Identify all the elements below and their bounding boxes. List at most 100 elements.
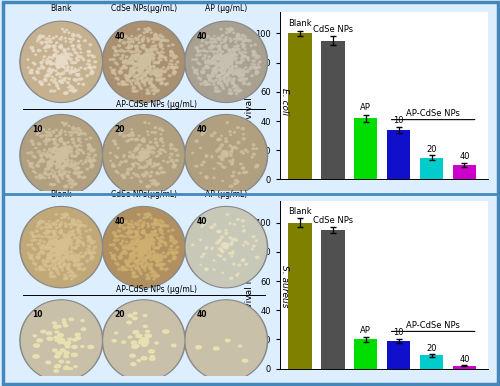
Ellipse shape (204, 81, 207, 83)
Ellipse shape (144, 325, 148, 327)
Ellipse shape (58, 157, 59, 158)
Ellipse shape (50, 183, 52, 185)
Ellipse shape (226, 60, 228, 62)
Ellipse shape (242, 81, 246, 83)
Ellipse shape (160, 81, 163, 83)
Ellipse shape (135, 148, 138, 151)
Ellipse shape (132, 257, 134, 259)
Ellipse shape (54, 240, 56, 242)
Ellipse shape (68, 272, 69, 273)
Ellipse shape (64, 324, 68, 327)
Ellipse shape (88, 60, 90, 62)
Ellipse shape (176, 154, 179, 156)
Ellipse shape (221, 66, 224, 68)
Ellipse shape (56, 168, 58, 169)
Ellipse shape (211, 247, 213, 249)
Ellipse shape (194, 58, 198, 61)
Ellipse shape (70, 147, 73, 149)
Ellipse shape (142, 230, 144, 231)
Ellipse shape (59, 131, 62, 134)
Ellipse shape (69, 368, 72, 369)
Ellipse shape (42, 160, 45, 163)
Ellipse shape (136, 334, 142, 338)
Ellipse shape (76, 73, 78, 76)
Ellipse shape (252, 144, 255, 146)
Ellipse shape (58, 249, 59, 250)
Ellipse shape (124, 61, 126, 63)
Ellipse shape (56, 246, 58, 247)
Ellipse shape (46, 152, 48, 153)
Ellipse shape (52, 222, 54, 224)
Ellipse shape (226, 66, 228, 67)
Ellipse shape (62, 178, 64, 179)
Ellipse shape (138, 227, 140, 229)
Ellipse shape (145, 58, 148, 60)
Ellipse shape (74, 168, 77, 171)
Ellipse shape (58, 341, 62, 344)
Ellipse shape (226, 245, 228, 247)
Ellipse shape (135, 268, 138, 270)
Ellipse shape (68, 259, 70, 261)
Ellipse shape (72, 345, 77, 349)
Ellipse shape (242, 359, 248, 362)
Ellipse shape (54, 54, 57, 55)
Ellipse shape (60, 60, 63, 62)
Ellipse shape (226, 72, 230, 74)
Ellipse shape (136, 244, 139, 246)
Ellipse shape (210, 61, 214, 63)
Ellipse shape (225, 65, 228, 68)
Ellipse shape (240, 52, 243, 54)
Ellipse shape (254, 57, 256, 58)
Ellipse shape (129, 244, 131, 245)
Ellipse shape (56, 56, 59, 58)
Ellipse shape (142, 246, 144, 247)
Ellipse shape (62, 250, 65, 251)
Ellipse shape (219, 68, 222, 71)
Ellipse shape (142, 246, 144, 247)
Ellipse shape (153, 93, 155, 95)
Ellipse shape (56, 157, 58, 159)
Ellipse shape (228, 56, 230, 58)
Ellipse shape (252, 60, 256, 62)
Ellipse shape (40, 63, 42, 64)
Ellipse shape (123, 269, 126, 271)
Ellipse shape (141, 61, 143, 63)
Ellipse shape (224, 246, 226, 248)
Ellipse shape (141, 248, 144, 251)
Ellipse shape (118, 173, 119, 174)
Ellipse shape (217, 230, 220, 232)
Ellipse shape (40, 252, 42, 253)
Ellipse shape (131, 341, 136, 344)
Ellipse shape (60, 246, 62, 247)
Ellipse shape (20, 207, 103, 288)
Ellipse shape (43, 241, 46, 243)
Ellipse shape (214, 347, 219, 350)
Ellipse shape (140, 62, 142, 64)
Ellipse shape (123, 156, 124, 157)
Ellipse shape (254, 72, 258, 75)
Ellipse shape (62, 247, 64, 249)
Ellipse shape (48, 260, 50, 261)
Ellipse shape (76, 243, 78, 245)
Ellipse shape (220, 79, 222, 80)
Ellipse shape (90, 240, 92, 241)
Ellipse shape (255, 54, 258, 56)
Ellipse shape (135, 147, 138, 149)
Ellipse shape (148, 149, 151, 151)
Ellipse shape (92, 249, 94, 250)
Ellipse shape (54, 260, 56, 262)
Ellipse shape (202, 49, 205, 52)
Ellipse shape (242, 83, 244, 85)
Ellipse shape (70, 186, 72, 188)
Ellipse shape (230, 63, 232, 64)
Ellipse shape (216, 74, 220, 77)
Ellipse shape (140, 67, 141, 69)
Ellipse shape (152, 72, 154, 74)
Ellipse shape (61, 151, 62, 152)
Ellipse shape (150, 83, 152, 85)
Ellipse shape (74, 145, 76, 147)
Ellipse shape (148, 225, 150, 226)
Ellipse shape (142, 75, 144, 77)
Ellipse shape (61, 74, 62, 75)
Ellipse shape (117, 263, 119, 264)
